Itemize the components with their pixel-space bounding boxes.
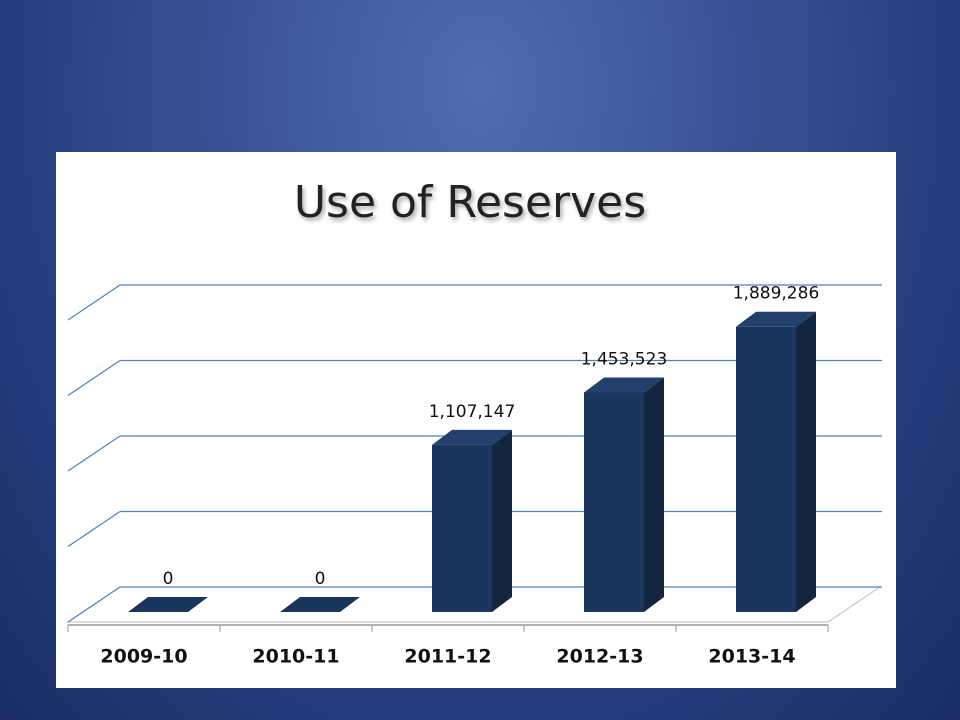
bar-top [432,429,512,445]
bar-side [492,429,512,612]
bar-front [736,326,796,612]
bar [432,429,512,612]
bar-top [736,311,816,327]
value-label: 0 [315,569,326,589]
bar [584,377,664,612]
grid-line-side [67,511,121,547]
grid-line-side [67,360,121,396]
value-label: 1,107,147 [429,402,516,422]
bar-front [584,392,644,612]
grid-line-side [67,586,121,623]
x-tick-label: 2013-14 [708,646,795,668]
chart-title: Use of Reserves [294,177,646,228]
value-label: 0 [163,569,174,589]
x-tick-label: 2009-10 [100,646,187,668]
bar-top [584,377,664,393]
bar-front [432,444,492,612]
grid-line-side [67,435,121,472]
x-tick-label: 2012-13 [556,646,643,668]
grid-line-side [67,284,121,321]
x-tick-label: 2011-12 [404,646,491,668]
x-tick-label: 2010-11 [252,646,339,668]
value-label: 1,453,523 [581,350,668,370]
bar-side [796,311,816,612]
bar [128,597,208,612]
bar [280,597,360,612]
bar-top [128,597,208,612]
bar-top [280,597,360,612]
bar-side [644,377,664,612]
value-label: 1,889,286 [733,284,820,304]
bar [736,311,816,612]
